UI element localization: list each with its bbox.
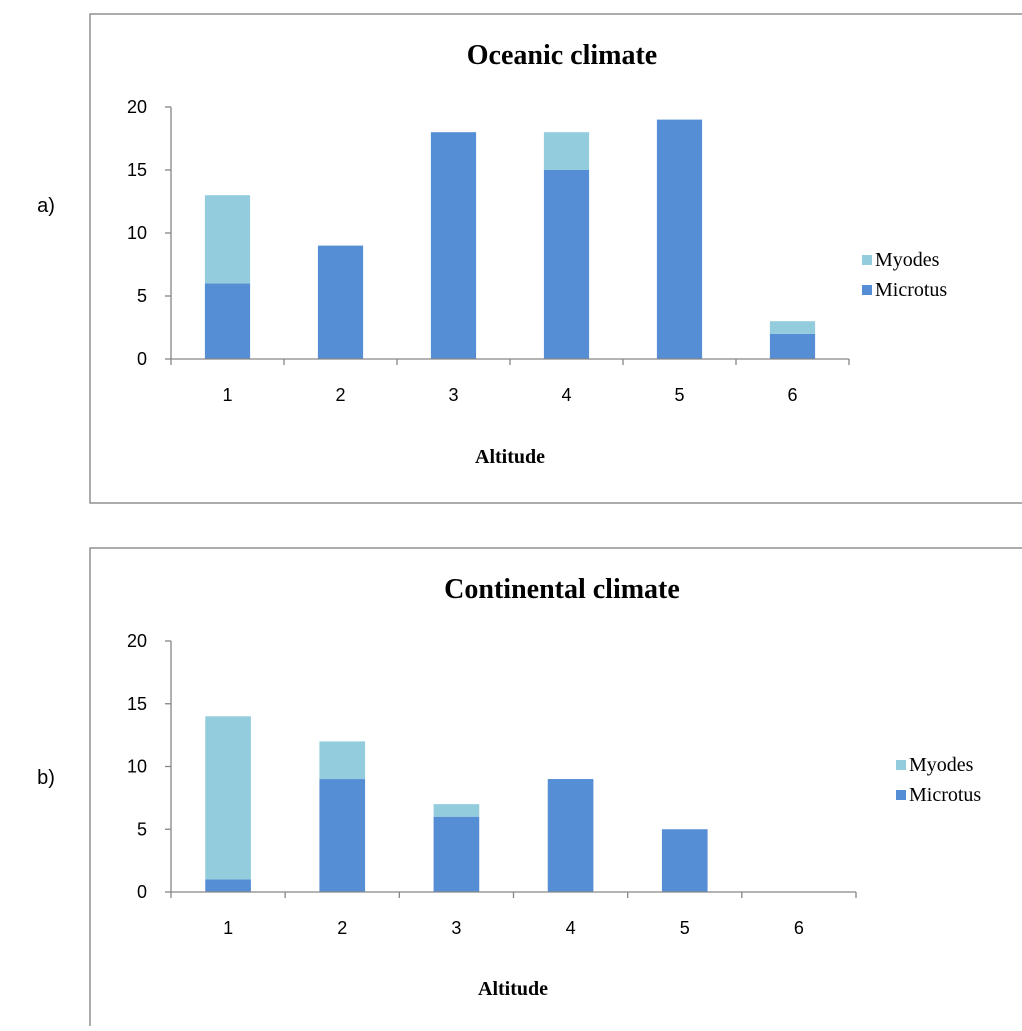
bar-microtus-5: [661, 829, 708, 892]
y-tick-label: 10: [127, 223, 147, 243]
legend-label-myodes: Myodes: [875, 249, 940, 271]
x-tick-label: 2: [337, 918, 347, 938]
chart-continental-climate: Continental climate Altitude 0 5 10 15 20 1 2 3…: [89, 547, 1022, 1031]
x-tick-label: 4: [566, 918, 576, 938]
x-tick-label: 5: [674, 385, 684, 405]
bar-myodes-4: [543, 132, 590, 170]
legend: Myodes Microtus: [862, 249, 947, 301]
panel-label-a: a): [37, 195, 55, 217]
bar-microtus-2: [317, 245, 364, 359]
legend-swatch-microtus: [896, 790, 906, 800]
bar-myodes-3: [433, 804, 480, 817]
x-tick-label: 3: [451, 918, 461, 938]
bar-microtus-5: [656, 119, 703, 359]
y-tick-label: 20: [127, 631, 147, 651]
chart-border: [89, 13, 1022, 504]
legend-swatch-myodes: [862, 255, 872, 265]
y-tick-label: 15: [127, 694, 147, 714]
legend-label-microtus: Microtus: [875, 279, 947, 301]
x-tick-label: 1: [222, 385, 232, 405]
chart-title: Continental climate: [444, 574, 680, 605]
x-tick-label: 6: [787, 385, 797, 405]
y-tick-label: 5: [137, 286, 147, 306]
bar-microtus-4: [547, 779, 594, 892]
legend-label-myodes: Myodes: [909, 754, 974, 776]
bar-microtus-6: [769, 333, 816, 359]
bar-myodes-1: [205, 716, 251, 880]
bar-myodes-6: [769, 321, 816, 334]
bar-microtus-3: [430, 132, 477, 359]
x-tick-label: 4: [561, 385, 571, 405]
x-tick-label: 3: [448, 385, 458, 405]
legend-swatch-microtus: [862, 285, 872, 295]
bar-microtus-1: [204, 283, 251, 359]
plot-area: 0 5 10 15 20 1 2 3 4 5 6: [127, 97, 850, 405]
x-tick-label: 5: [680, 918, 690, 938]
y-tick-label: 0: [137, 349, 147, 369]
bar-myodes-1: [204, 195, 251, 284]
x-tick-label: 6: [794, 918, 804, 938]
bar-microtus-3: [433, 816, 480, 892]
y-tick-label: 0: [137, 882, 147, 902]
panel-label-b: b): [37, 767, 55, 789]
x-tick-label: 2: [335, 385, 345, 405]
bar-microtus-1: [205, 879, 251, 892]
bar-myodes-2: [319, 741, 366, 780]
chart-border: [89, 547, 1022, 1031]
legend: Myodes Microtus: [896, 754, 981, 806]
x-axis-label: Altitude: [478, 978, 548, 1000]
y-tick-label: 15: [127, 160, 147, 180]
legend-label-microtus: Microtus: [909, 784, 981, 806]
bar-microtus-2: [319, 779, 366, 892]
y-tick-label: 20: [127, 97, 147, 117]
x-tick-label: 1: [223, 918, 233, 938]
legend-swatch-myodes: [896, 760, 906, 770]
plot-area: 0 5 10 15 20 1 2 3 4 5 6: [127, 631, 857, 938]
y-tick-label: 10: [127, 757, 147, 777]
y-tick-label: 5: [137, 819, 147, 839]
x-axis-label: Altitude: [475, 446, 545, 468]
bar-microtus-4: [543, 170, 590, 359]
chart-title: Oceanic climate: [467, 40, 657, 71]
